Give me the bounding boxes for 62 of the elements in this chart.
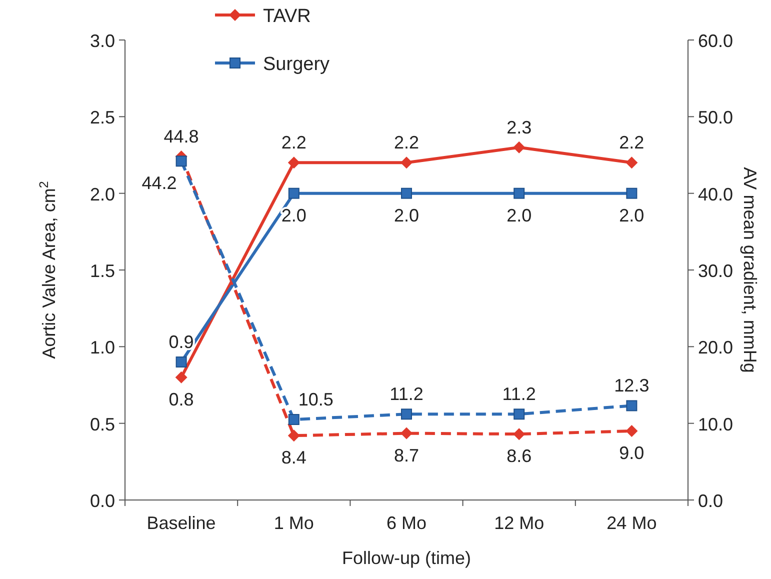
y-tick-label: 2.5 [90,108,115,128]
data-label: 2.2 [394,132,420,153]
point [288,156,300,169]
x-tick-label: 1 Mo [274,513,314,533]
x-axis-title: Follow-up (time) [342,548,472,568]
x-tick-label: 24 Mo [606,513,657,533]
data-label: 11.2 [502,384,536,404]
point [626,156,638,169]
y2-tick-label: 60.0 [698,31,734,51]
data-label: 9.0 [619,443,644,463]
point [176,356,187,368]
y-tick-label: 1.5 [90,261,115,281]
y-tick-label: 0.5 [90,414,115,434]
point [626,425,638,437]
data-label: 2.0 [281,205,306,226]
point [401,408,412,420]
y2-tick-label: 50.0 [698,108,734,128]
data-label: 2.0 [619,205,644,226]
point [514,188,525,199]
data-label: 44.8 [164,126,199,147]
data-label: 8.4 [281,448,306,468]
y-tick-label: 3.0 [90,31,115,51]
point [514,408,525,420]
point [513,141,526,154]
y2-tick-label: 20.0 [698,338,734,358]
x-tick-label: 6 Mo [386,513,427,533]
point [288,430,300,442]
point [400,427,412,440]
data-label: 0.9 [168,332,194,352]
data-label: 2.2 [619,132,644,153]
y2-tick-label: 40.0 [698,184,734,204]
data-label: 12.3 [614,376,650,396]
x-tick-label: Baseline [146,513,216,533]
y2-tick-label: 0.0 [698,491,724,511]
x-tick-label: 12 Mo [494,513,544,533]
legend-label: TAVR [263,6,311,27]
y-tick-label: 0.0 [90,491,115,511]
point [401,188,412,199]
y-tick-label: 2.0 [90,184,115,204]
point [400,156,412,169]
legend-label: Surgery [263,54,330,75]
data-label: 44.2 [142,173,177,194]
y-tick-label: 1.0 [90,338,115,358]
data-label: 8.7 [394,445,420,466]
point [288,188,300,199]
point [626,400,638,412]
point [176,156,187,167]
y2-axis-title: AV mean gradient, mmHg [740,167,760,373]
data-label: 10.5 [298,390,334,410]
data-label: 2.3 [506,117,532,138]
y2-tick-label: 10.0 [698,414,734,434]
data-label: 2.2 [281,132,306,153]
data-label: 2.0 [506,205,532,226]
data-label: 11.2 [390,384,424,404]
point [175,371,188,384]
point [626,188,638,199]
data-label: 0.8 [168,389,194,410]
y2-tick-label: 30.0 [698,261,734,281]
point [288,414,300,425]
data-label: 2.0 [394,205,420,226]
point [513,428,526,440]
data-label: 8.6 [506,446,532,466]
